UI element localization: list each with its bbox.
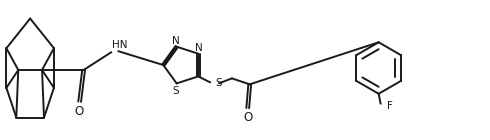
Text: F: F	[387, 101, 392, 111]
Text: O: O	[243, 111, 252, 124]
Text: S: S	[215, 78, 221, 88]
Text: N: N	[172, 36, 179, 46]
Text: S: S	[172, 86, 179, 96]
Text: O: O	[74, 105, 83, 118]
Text: N: N	[196, 43, 203, 53]
Text: HN: HN	[112, 40, 128, 50]
